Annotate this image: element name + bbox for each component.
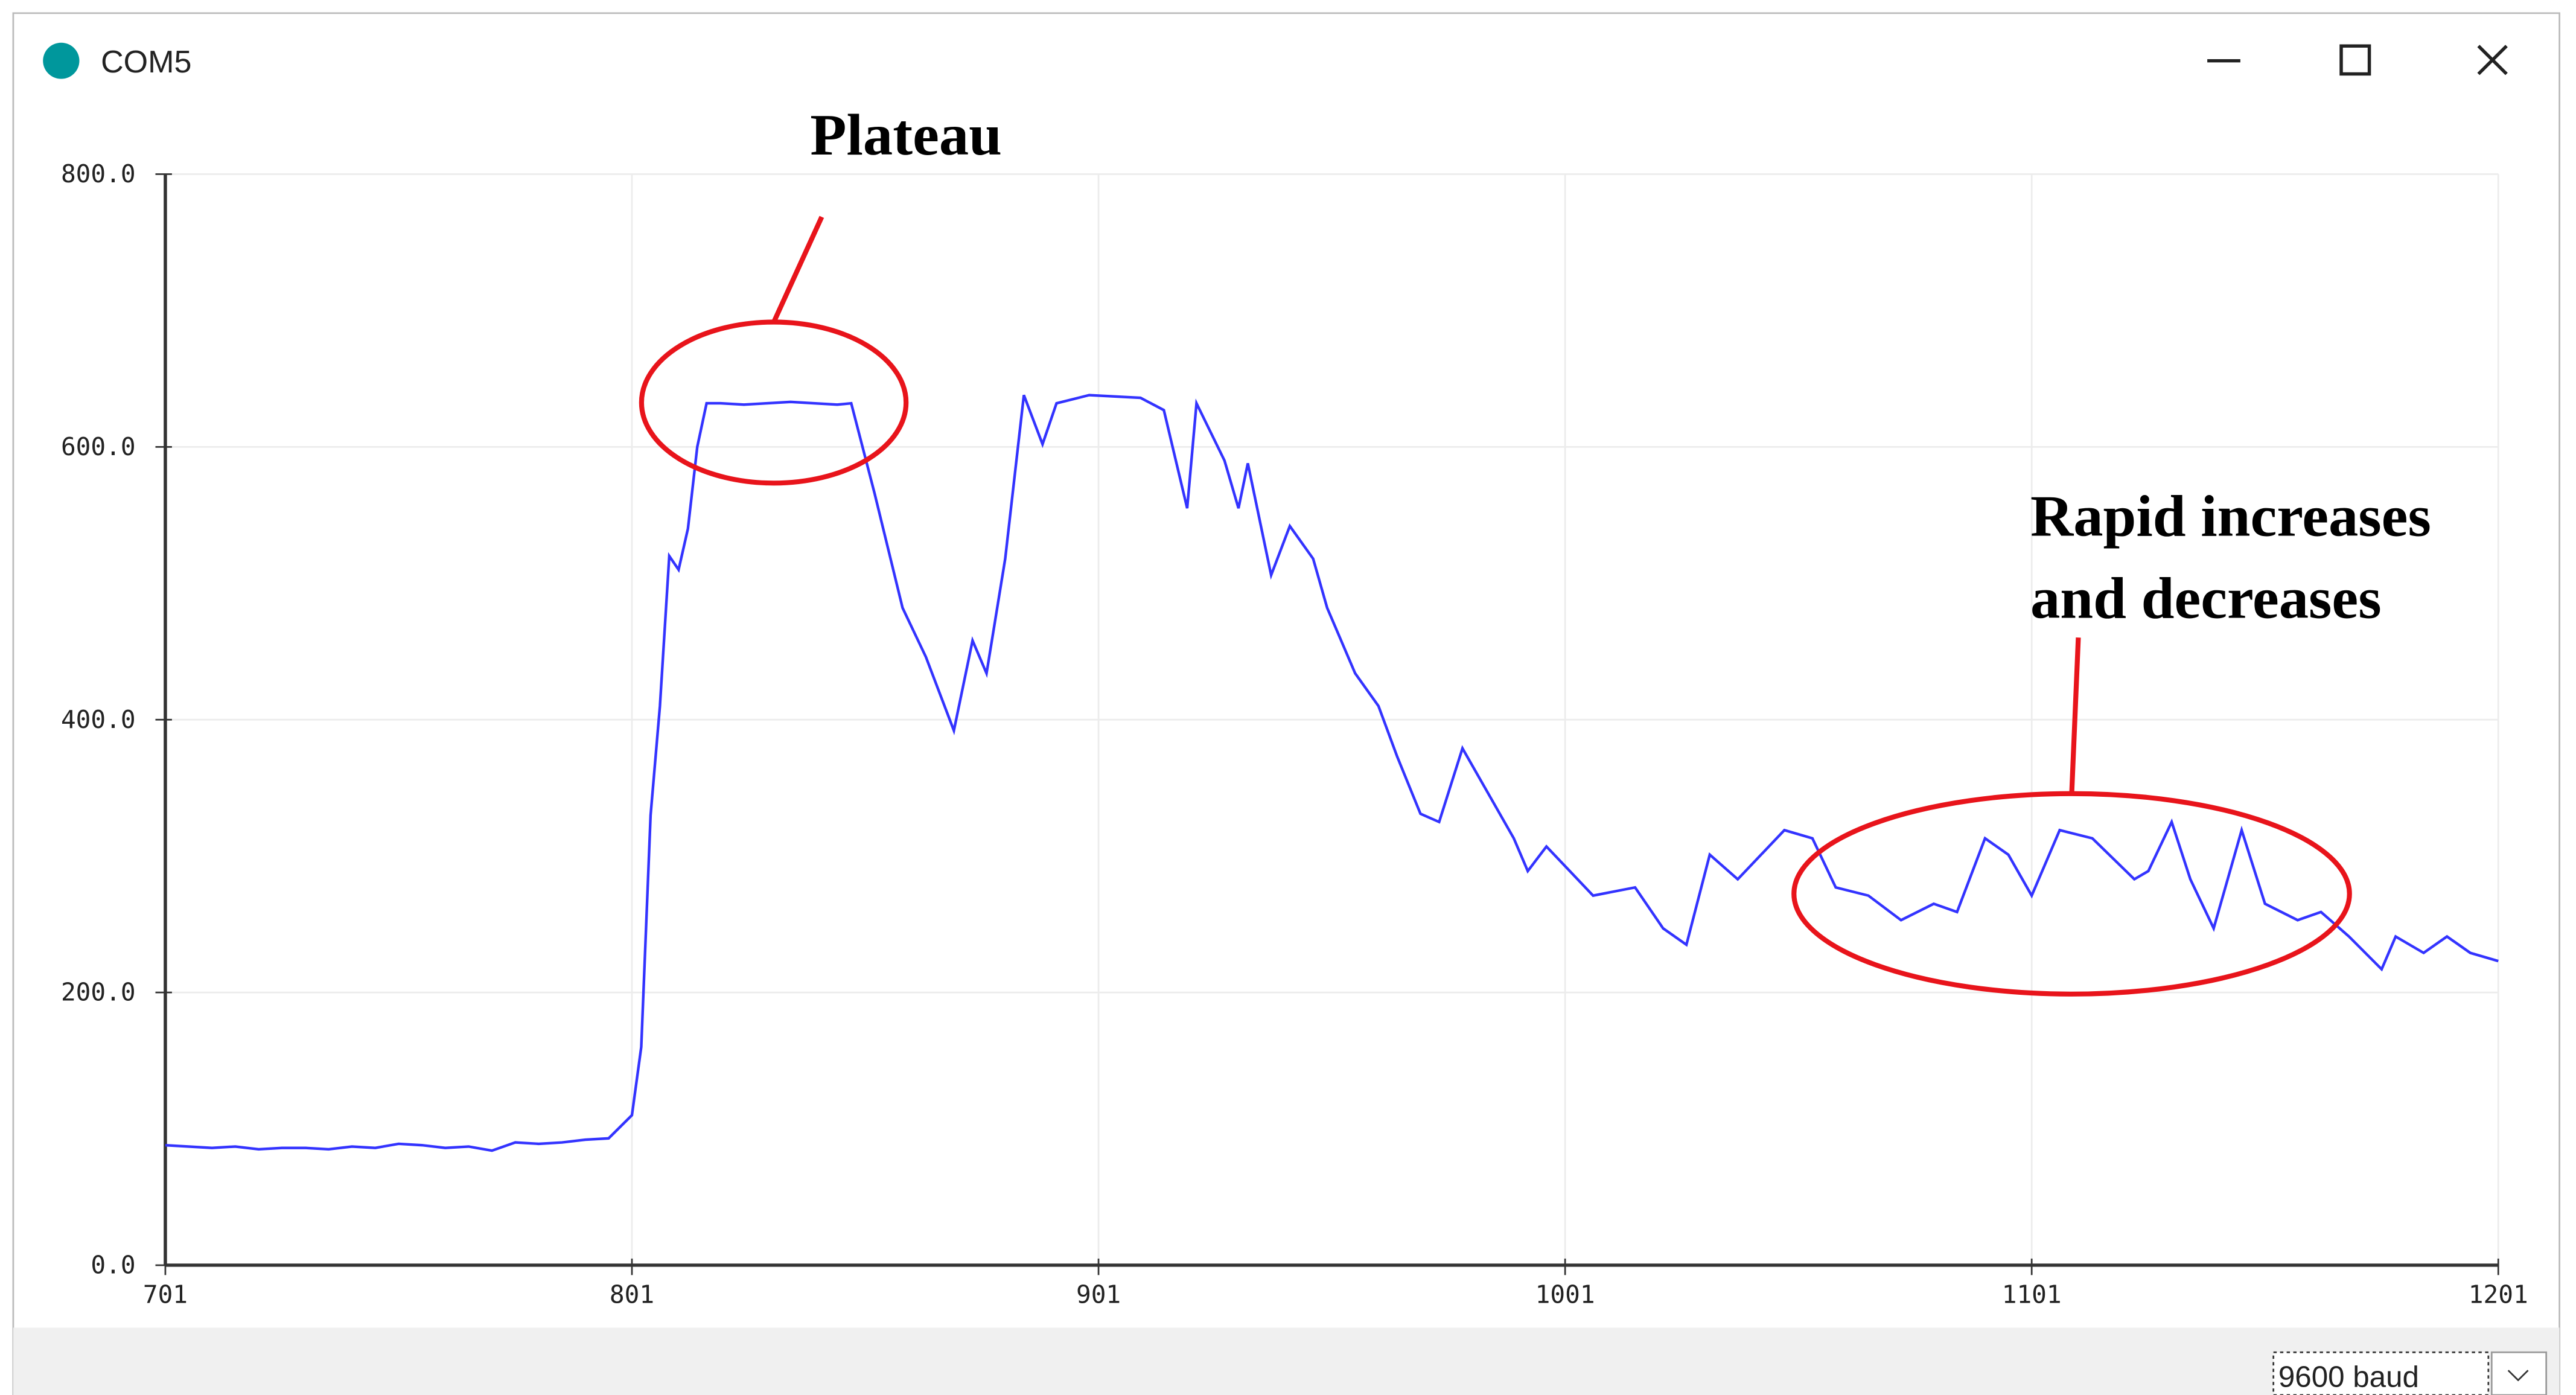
- y-tick-label: 200.0: [61, 978, 136, 1007]
- annotation-arrow: [2069, 637, 2081, 794]
- x-tick-label: 1101: [2002, 1280, 2062, 1309]
- annotation: and decreases: [2030, 566, 2382, 631]
- status-bar: [13, 1327, 2560, 1395]
- app-icon: [43, 42, 80, 79]
- baud-label: 9600 baud: [2278, 1361, 2419, 1394]
- baud-dropdown[interactable]: [2490, 1351, 2548, 1395]
- y-tick-label: 0.0: [91, 1251, 135, 1280]
- data-line: [165, 394, 2499, 1152]
- y-tick-label: 400.0: [61, 705, 136, 734]
- x-tick-label: 701: [143, 1280, 188, 1309]
- maximize-button[interactable]: [2339, 44, 2371, 76]
- dropdown-arrow: [2507, 1370, 2529, 1382]
- x-tick-label: 1001: [1535, 1280, 1595, 1309]
- close-button[interactable]: [2477, 45, 2508, 75]
- y-tick-label: 800.0: [61, 159, 136, 188]
- x-tick-label: 801: [610, 1280, 654, 1309]
- window-border: [12, 12, 2560, 1395]
- plot: 0.0 200.0 400.0 600.0 800.0 701 801 901 1001 1101…: [61, 159, 2528, 1309]
- annotation: Rapid increases: [2030, 484, 2431, 549]
- annotation: Plateau: [810, 102, 1002, 168]
- x-tick-label: 1201: [2469, 1280, 2528, 1309]
- y-tick-label: 600.0: [61, 432, 136, 461]
- window-title: COM5: [101, 44, 191, 79]
- annotation-arrow: [771, 215, 824, 324]
- x-tick-label: 901: [1076, 1280, 1121, 1309]
- baud-select[interactable]: [2272, 1351, 2490, 1395]
